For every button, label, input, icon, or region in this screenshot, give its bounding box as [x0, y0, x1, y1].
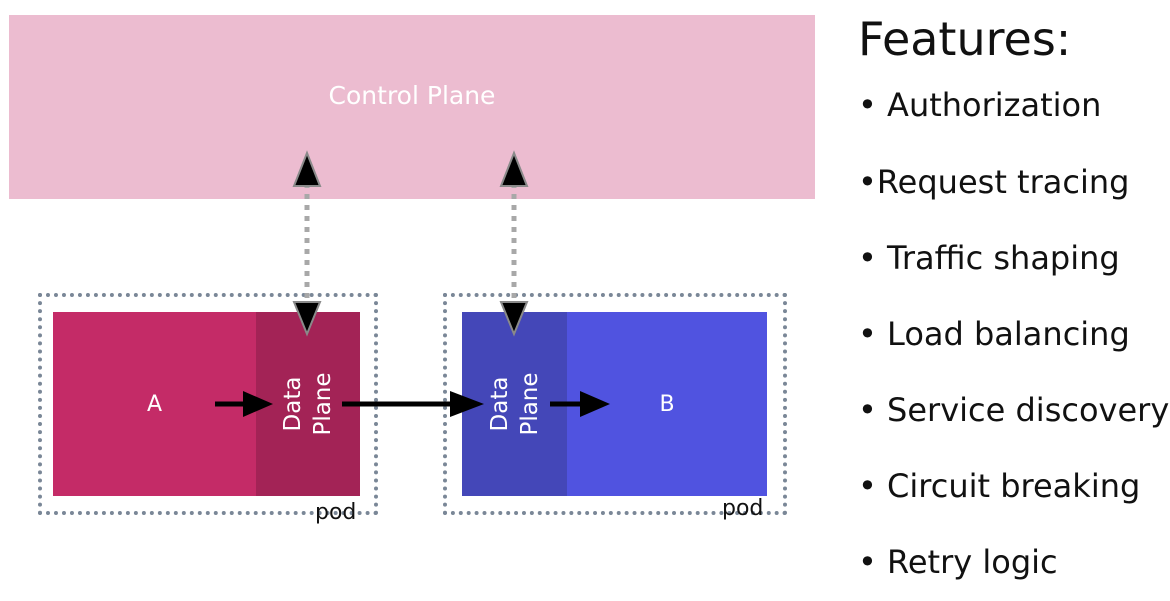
arrow-right-icon	[243, 391, 273, 417]
service-a-label: A	[146, 391, 163, 417]
arrow-down-icon	[292, 301, 322, 337]
arrow-right-icon	[450, 391, 484, 417]
control-plane-box: Control Plane	[9, 15, 815, 199]
feature-item: • Circuit breaking	[858, 467, 1141, 505]
pod-b-label: pod	[722, 496, 764, 521]
control-plane-label: Control Plane	[328, 80, 496, 110]
arrow-up-icon	[292, 150, 322, 187]
feature-item: • Authorization	[858, 86, 1102, 124]
arrow-right-icon	[580, 391, 610, 417]
feature-item: • Traffic shaping	[858, 239, 1120, 277]
feature-item: • Service discovery	[858, 391, 1170, 429]
feature-item: • Load balancing	[858, 315, 1130, 353]
feature-item: • Retry logic	[858, 543, 1058, 581]
feature-item: •Request tracing	[858, 163, 1130, 201]
arrow-up-icon	[499, 150, 529, 187]
pod-a-label: pod	[315, 500, 357, 525]
service-b-label: B	[659, 391, 675, 417]
features-title: Features:	[858, 12, 1072, 66]
arrow-down-icon	[499, 301, 529, 337]
